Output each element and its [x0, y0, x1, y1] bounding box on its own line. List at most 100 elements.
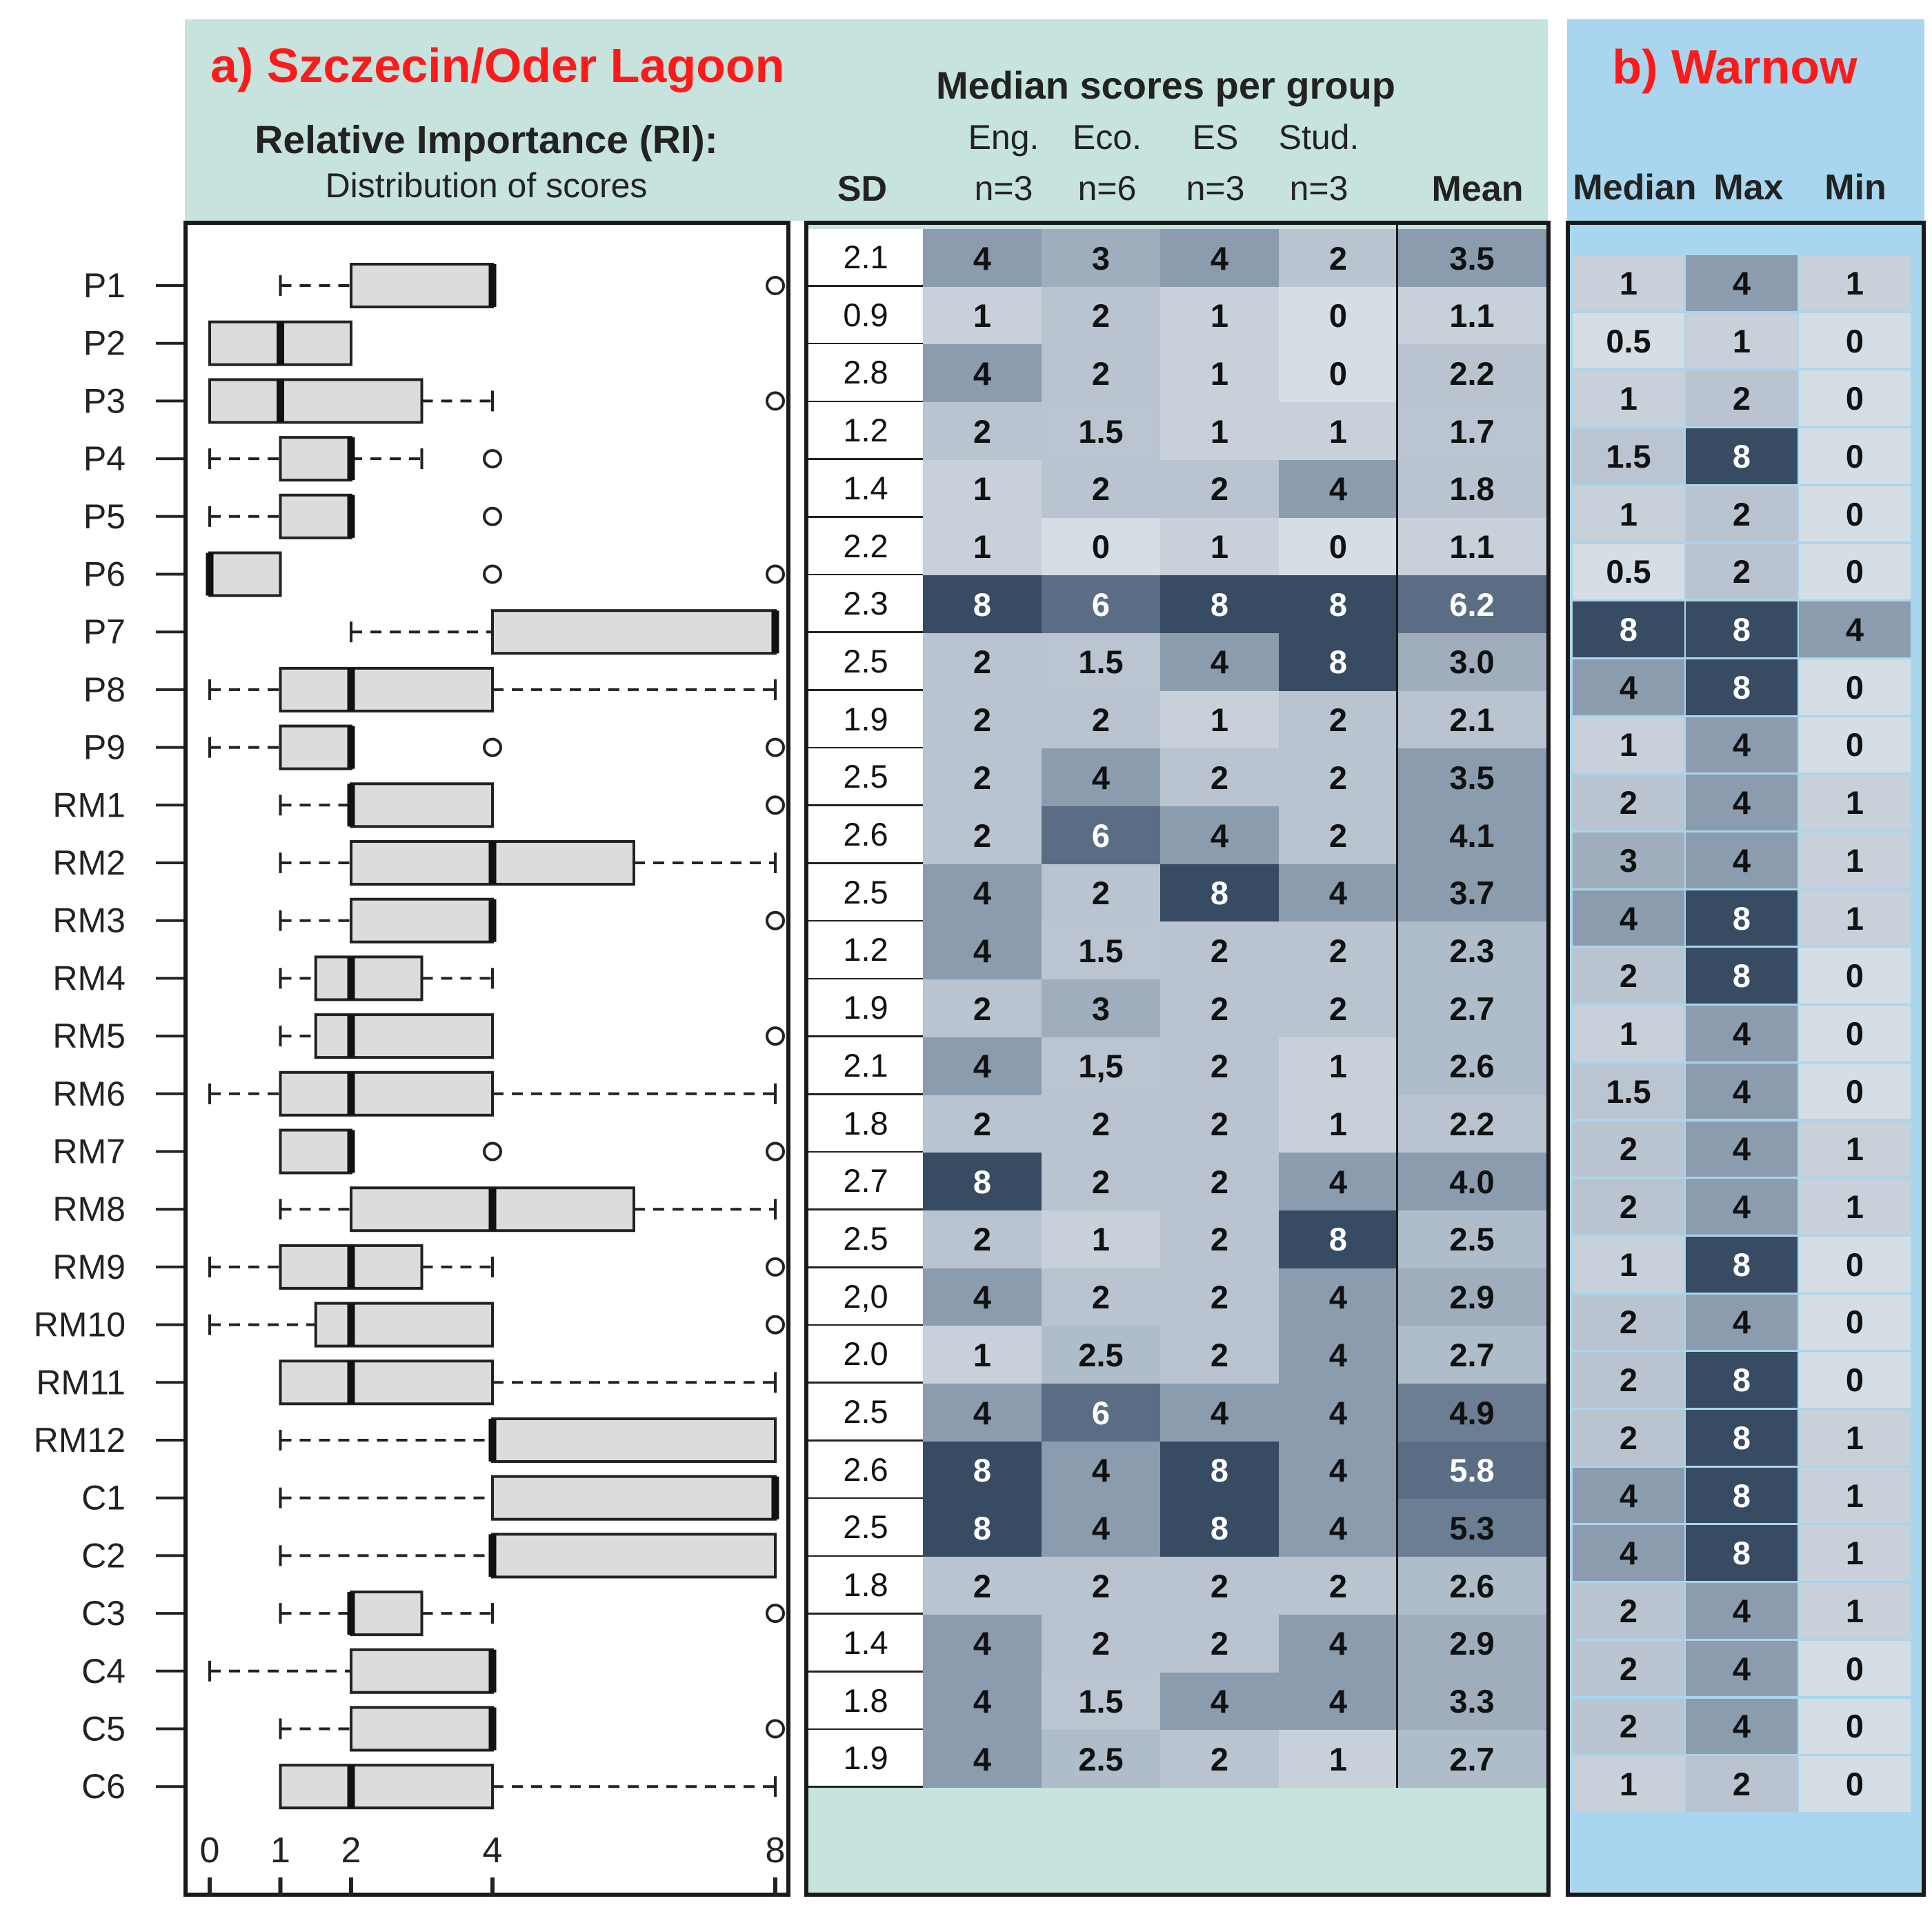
- es-cell: 2: [1160, 1326, 1279, 1384]
- warnow-median-cell: 1.5: [1573, 1063, 1684, 1119]
- stud-cell: 4: [1279, 1268, 1397, 1326]
- iqr-box: [350, 897, 494, 944]
- warnow-min-cell: 0: [1799, 659, 1911, 715]
- eco-cell: 1.5: [1042, 632, 1160, 692]
- row-label: P1: [83, 266, 126, 305]
- iqr-box: [279, 1128, 352, 1175]
- warnow-max-cell: 4: [1686, 717, 1797, 773]
- row-label: C6: [81, 1767, 126, 1806]
- mean-cell: 5.3: [1397, 1499, 1546, 1557]
- warnow-max-cell: 4: [1686, 1121, 1797, 1177]
- sd-cell: 2.8: [808, 344, 923, 403]
- row-label: RM12: [34, 1421, 126, 1459]
- warnow-max-header: Max: [1713, 168, 1784, 208]
- mean-cell: 1.7: [1397, 402, 1546, 461]
- row-label: RM3: [52, 901, 126, 940]
- eco-cell: 2: [1042, 286, 1160, 345]
- iqr-box: [279, 436, 352, 482]
- row-label: RM2: [52, 844, 126, 882]
- stud-cell: 2: [1279, 921, 1397, 980]
- stud-cell: 1: [1279, 402, 1397, 461]
- stud-cell: 4: [1279, 1384, 1397, 1442]
- warnow-min-cell: 0: [1799, 1756, 1911, 1812]
- stud-cell: 4: [1279, 864, 1397, 922]
- es-cell: 2: [1160, 1268, 1279, 1326]
- iqr-box: [208, 551, 282, 597]
- sd-cell: 2.6: [808, 1441, 923, 1499]
- warnow-min-cell: 1: [1799, 775, 1911, 830]
- es-cell: 8: [1160, 864, 1279, 922]
- sd-cell: 2.5: [808, 632, 923, 692]
- iqr-box: [314, 1302, 494, 1348]
- group-stud-n: n=3: [1289, 169, 1348, 208]
- panel-a-title: a) Szczecin/Oder Lagoon: [210, 39, 785, 92]
- warnow-max-cell: 8: [1686, 1525, 1797, 1582]
- iqr-box: [350, 1706, 494, 1752]
- stud-cell: 1: [1279, 1037, 1397, 1095]
- sd-cell: 1.4: [808, 459, 923, 518]
- sd-cell: 2.1: [808, 229, 923, 288]
- es-cell: 2: [1160, 979, 1279, 1038]
- es-cell: 4: [1160, 1384, 1279, 1442]
- eng-cell: 2: [923, 632, 1042, 692]
- eng-cell: 4: [923, 921, 1042, 980]
- outlier-point: [766, 276, 785, 295]
- warnow-max-cell: 4: [1686, 833, 1797, 888]
- eng-cell: 4: [923, 1037, 1042, 1095]
- group-es-name: ES: [1192, 118, 1239, 157]
- sd-cell: 1.8: [808, 1095, 923, 1153]
- es-cell: 4: [1160, 806, 1279, 865]
- table-title: Median scores per group: [936, 63, 1395, 107]
- stud-cell: 2: [1279, 806, 1397, 865]
- outlier-point: [483, 1142, 502, 1162]
- mean-cell: 3.5: [1397, 229, 1546, 288]
- warnow-min-cell: 0: [1799, 312, 1911, 369]
- mean-cell: 1.1: [1397, 517, 1546, 576]
- warnow-median-cell: 2: [1573, 1352, 1684, 1408]
- mean-cell: 2.3: [1397, 921, 1546, 980]
- eng-cell: 8: [923, 575, 1042, 634]
- es-cell: 2: [1160, 1614, 1279, 1673]
- es-cell: 8: [1160, 1441, 1279, 1499]
- warnow-min-cell: 1: [1799, 1121, 1911, 1177]
- warnow-median-cell: 4: [1573, 890, 1684, 946]
- group-es-n: n=3: [1186, 169, 1245, 208]
- table-b-body: 1 4 1 0.5 1 0 1 2 0 1.5 8 0 1 2 0 0.5 2 0 8 8 4 4 8 0 1 4 0 2 4 1 3 4 1 4…: [1570, 225, 1922, 1893]
- outlier-point: [766, 737, 785, 757]
- row-label: C2: [81, 1536, 126, 1575]
- warnow-median-cell: 2: [1573, 1121, 1684, 1177]
- eco-cell: 2: [1042, 344, 1160, 403]
- warnow-max-cell: 8: [1686, 1236, 1797, 1293]
- row-label: P2: [83, 324, 126, 363]
- outlier-point: [766, 1315, 785, 1335]
- iqr-box: [279, 724, 352, 770]
- warnow-min-cell: 0: [1799, 544, 1911, 600]
- warnow-median-cell: 1.5: [1573, 428, 1684, 484]
- sd-cell: 2.5: [808, 1210, 923, 1269]
- mean-cell: 2.6: [1397, 1037, 1546, 1095]
- eco-cell: 1.5: [1042, 1672, 1160, 1731]
- warnow-max-cell: 4: [1686, 1006, 1797, 1061]
- x-tick-label: 2: [341, 1831, 361, 1871]
- stud-cell: 8: [1279, 575, 1397, 634]
- stud-cell: 4: [1279, 459, 1397, 518]
- warnow-median-cell: 2: [1573, 1640, 1684, 1697]
- row-label: P8: [83, 670, 126, 709]
- iqr-box: [491, 1475, 777, 1521]
- eco-cell: 2: [1042, 459, 1160, 518]
- es-cell: 2: [1160, 921, 1279, 980]
- sd-header: SD: [837, 169, 888, 209]
- iqr-box: [314, 955, 424, 1001]
- outlier-point: [766, 910, 785, 930]
- row-label: RM10: [34, 1306, 126, 1344]
- eco-cell: 4: [1042, 1499, 1160, 1557]
- warnow-max-cell: 4: [1686, 1698, 1797, 1755]
- mean-cell: 4.1: [1397, 806, 1546, 865]
- eng-cell: 2: [923, 1095, 1042, 1153]
- mean-cell: 3.3: [1397, 1672, 1546, 1731]
- warnow-median-cell: 2: [1573, 1583, 1684, 1639]
- row-label: RM1: [52, 786, 126, 824]
- sd-cell: 2.5: [808, 864, 923, 922]
- warnow-median-cell: 0.5: [1573, 544, 1684, 600]
